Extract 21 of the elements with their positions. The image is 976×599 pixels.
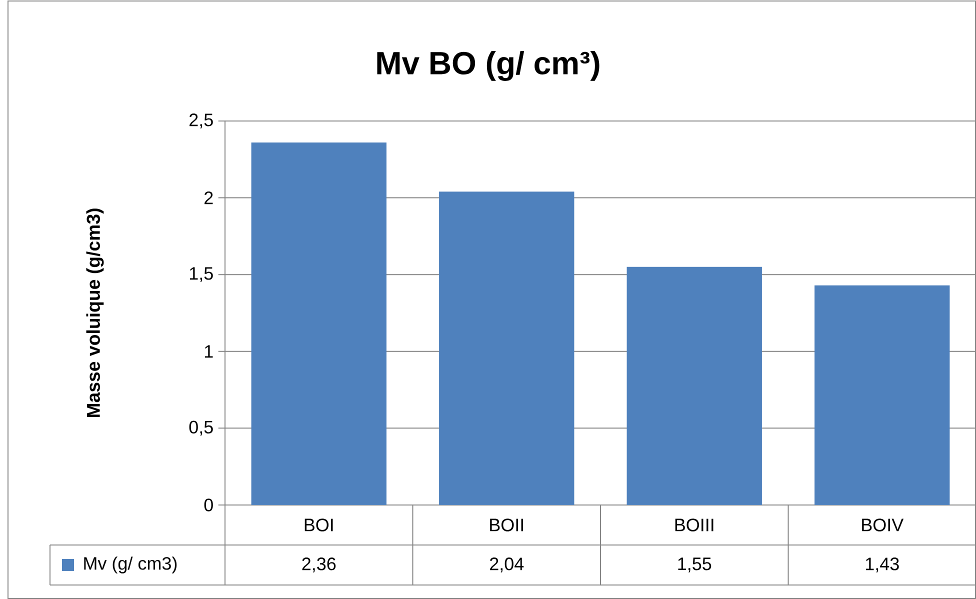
y-tick-label: 1,5 [190,267,213,282]
y-tick-label: 0 [204,498,213,512]
bar [814,285,950,505]
y-tick-label: 1 [204,345,213,358]
data-label: 2,04 [490,558,524,572]
y-tick-label: 2,5 [190,114,213,128]
data-label: 1,43 [866,558,899,572]
data-label: 1,55 [678,558,712,572]
y-axis-title: Masse voluique (g/cm3) [86,208,104,418]
chart-title: Mv BO (g/ cm³) [377,51,600,81]
y-tick-label: 2 [204,192,213,204]
x-tick-label: BOIV [862,518,904,532]
bar [439,192,574,505]
legend-label: Mv (g/ cm3) [84,556,177,574]
bar [251,142,386,505]
x-tick-label: BOII [490,518,523,532]
data-label: 2,36 [302,558,336,572]
y-tick-label: 0,5 [189,420,213,436]
bar [626,266,762,505]
x-tick-label: BOI [304,518,333,532]
x-tick-label: BOIII [675,518,714,532]
